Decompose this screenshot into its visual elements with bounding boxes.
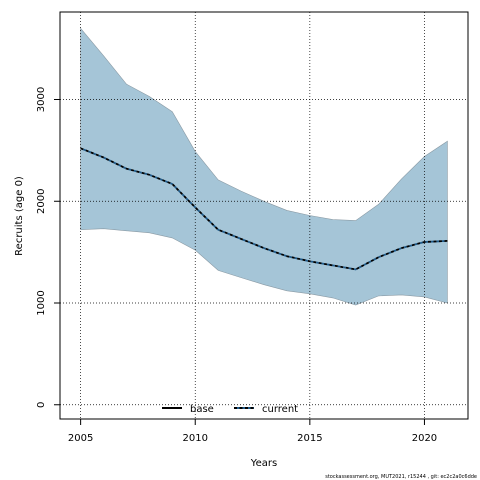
y-axis: 0 1000 2000 3000	[36, 87, 60, 408]
y-tick-label: 3000	[36, 87, 47, 112]
series-layer	[80, 147, 448, 271]
y-tick-label: 2000	[36, 189, 47, 214]
series-current-line	[80, 147, 448, 271]
y-tick-label: 0	[36, 402, 47, 408]
x-tick-label: 2010	[183, 433, 208, 444]
x-tick-label: 2015	[297, 433, 322, 444]
legend-label-current: current	[262, 404, 298, 415]
grid-layer	[60, 12, 468, 419]
footer-credit: stockassessment.org, MUT2021, r15244 , g…	[325, 474, 477, 480]
x-tick-label: 2020	[412, 433, 437, 444]
y-tick-label: 1000	[36, 290, 47, 315]
x-axis-title: Years	[250, 458, 277, 469]
confidence-band	[80, 27, 448, 306]
series-current-line-accent	[80, 147, 448, 271]
x-axis: 2005 2010 2015 2020	[68, 419, 437, 444]
y-axis-title: Recruits (age 0)	[14, 176, 25, 256]
legend-label-base: base	[190, 404, 214, 415]
x-tick-label: 2005	[68, 433, 93, 444]
legend: base current	[162, 404, 298, 415]
plot-frame	[59, 11, 469, 420]
confidence-band-layer	[80, 27, 448, 306]
